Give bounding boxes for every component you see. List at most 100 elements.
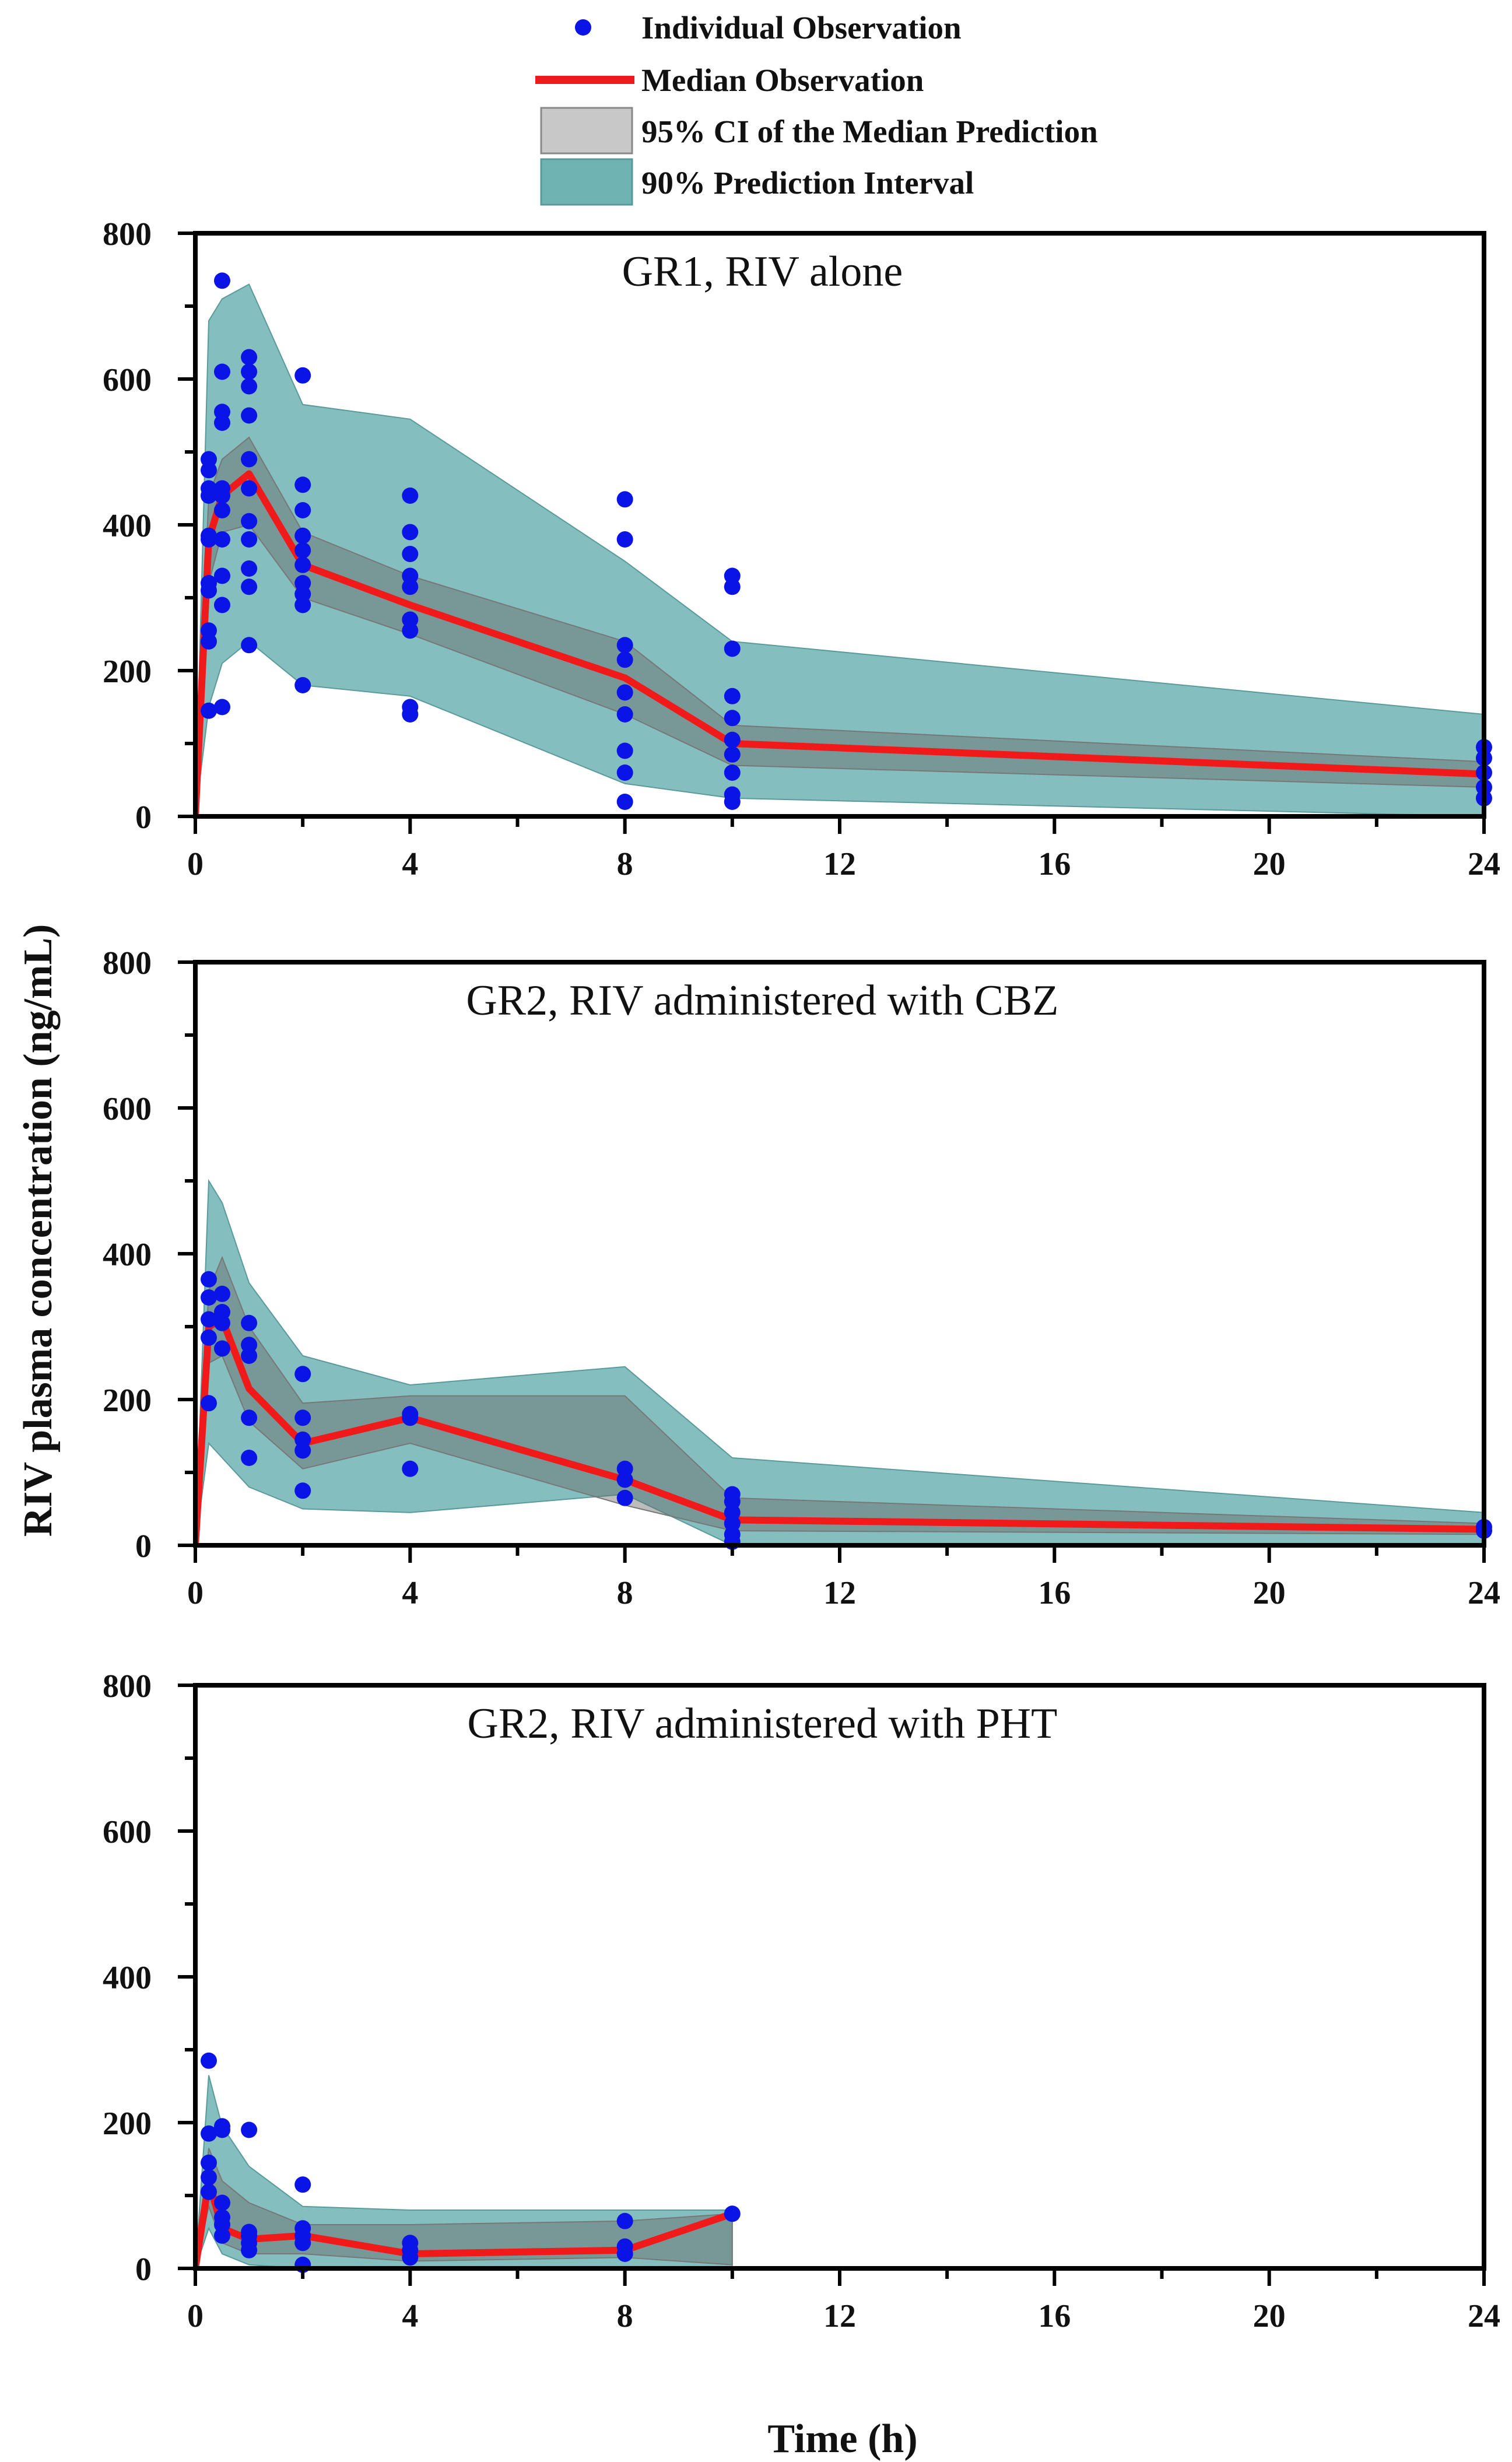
observation-point bbox=[214, 531, 230, 548]
observation-point bbox=[201, 702, 217, 719]
observation-point bbox=[616, 1489, 633, 1506]
pi90-band bbox=[195, 1179, 1484, 1545]
observations bbox=[201, 272, 1492, 810]
legend-pi90-box-icon bbox=[540, 158, 633, 206]
observation-point bbox=[616, 1460, 633, 1477]
panels: 0 4 8 12 16 20 24 0 200 400 600 800 GR1, RIV alone 0 4… bbox=[103, 216, 1500, 2334]
observation-point bbox=[616, 531, 633, 548]
observation-point bbox=[402, 546, 419, 562]
observation-point bbox=[294, 1431, 311, 1448]
observation-point bbox=[294, 527, 311, 544]
observation-point bbox=[294, 556, 311, 573]
observation-point bbox=[201, 2154, 217, 2171]
observation-point bbox=[201, 1311, 217, 1328]
x-tick-label: 8 bbox=[617, 2298, 633, 2334]
observation-point bbox=[201, 575, 217, 591]
y-tick-label: 800 bbox=[103, 216, 152, 252]
observation-point bbox=[241, 363, 258, 380]
observation-point bbox=[241, 578, 258, 595]
observation-point bbox=[201, 2125, 217, 2142]
observation-point bbox=[724, 746, 741, 763]
observation-point bbox=[214, 1340, 230, 1357]
x-tick-label: 12 bbox=[823, 846, 856, 882]
y-tick-label: 800 bbox=[103, 1668, 152, 1705]
observation-point bbox=[724, 786, 741, 803]
x-tick-label: 0 bbox=[187, 1575, 204, 1611]
observation-point bbox=[616, 637, 633, 654]
ci95-band bbox=[195, 1255, 1484, 1545]
x-tick-label: 24 bbox=[1468, 846, 1500, 882]
observation-point bbox=[294, 1409, 311, 1426]
y-tick-label: 0 bbox=[135, 1528, 152, 1565]
x-tick-label: 4 bbox=[402, 2298, 418, 2334]
observations bbox=[201, 2052, 741, 2273]
observation-point bbox=[201, 527, 217, 544]
y-axis-title: RIV plasma concentration (ng/mL) bbox=[16, 924, 61, 1537]
observation-point bbox=[241, 560, 258, 577]
observation-point bbox=[214, 1304, 230, 1320]
observation-point bbox=[241, 2121, 258, 2138]
observation-point bbox=[616, 491, 633, 508]
y-tick-label: 200 bbox=[103, 2106, 152, 2142]
y-tick-label: 800 bbox=[103, 945, 152, 981]
observation-point bbox=[724, 2205, 741, 2222]
panel-title: GR2, RIV administered with CBZ bbox=[466, 977, 1058, 1025]
observation-point bbox=[402, 1460, 419, 1477]
y-tick-label: 0 bbox=[135, 2251, 152, 2288]
y-tick-label: 200 bbox=[103, 654, 152, 690]
observation-point bbox=[201, 1271, 217, 1288]
observation-point bbox=[724, 731, 741, 748]
observation-point bbox=[241, 480, 258, 497]
x-tick-label: 4 bbox=[402, 846, 418, 882]
observations bbox=[201, 1271, 1492, 1550]
y-tick-label: 600 bbox=[103, 1814, 152, 1850]
y-tick-label: 600 bbox=[103, 1091, 152, 1127]
observation-point bbox=[201, 2183, 217, 2200]
observation-point bbox=[241, 1314, 258, 1331]
observation-point bbox=[214, 567, 230, 584]
observation-point bbox=[616, 742, 633, 759]
legend-observation-dot-icon bbox=[575, 19, 591, 36]
observation-point bbox=[616, 651, 633, 668]
observation-point bbox=[724, 640, 741, 657]
x-tick-label: 16 bbox=[1038, 2298, 1071, 2334]
observation-point bbox=[294, 367, 311, 384]
legend-ci95-box-icon bbox=[540, 107, 633, 155]
observation-point bbox=[294, 677, 311, 693]
x-tick-label: 20 bbox=[1253, 846, 1286, 882]
observation-point bbox=[201, 622, 217, 639]
x-tick-label: 16 bbox=[1038, 846, 1071, 882]
x-tick-label: 20 bbox=[1253, 1575, 1286, 1611]
observation-point bbox=[402, 1406, 419, 1422]
observation-point bbox=[241, 1409, 258, 1426]
observation-point bbox=[214, 2194, 230, 2211]
observation-point bbox=[241, 2223, 258, 2240]
x-axis-title: Time (h) bbox=[767, 2417, 917, 2461]
panel-title: GR1, RIV alone bbox=[622, 248, 903, 296]
observation-point bbox=[241, 378, 258, 395]
observation-point bbox=[294, 502, 311, 518]
observation-point bbox=[201, 451, 217, 468]
observation-point bbox=[241, 1450, 258, 1466]
observation-point bbox=[724, 764, 741, 781]
observation-point bbox=[402, 488, 419, 504]
x-tick-label: 8 bbox=[617, 1575, 633, 1611]
observation-point bbox=[616, 2238, 633, 2255]
y-tick-label: 400 bbox=[103, 1960, 152, 1996]
observation-point bbox=[214, 363, 230, 380]
observation-point bbox=[294, 575, 311, 591]
observation-point bbox=[214, 1285, 230, 1302]
panel-1: 0 4 8 12 16 20 24 0 200 400 600 800 GR1, RIV alone bbox=[103, 216, 1500, 882]
y-tick-label: 400 bbox=[103, 1237, 152, 1273]
observation-point bbox=[402, 567, 419, 584]
observation-point bbox=[616, 706, 633, 723]
observation-point bbox=[294, 1482, 311, 1499]
observation-point bbox=[724, 1486, 741, 1503]
observation-point bbox=[294, 476, 311, 493]
observation-point bbox=[616, 794, 633, 810]
observation-point bbox=[616, 684, 633, 701]
y-tick-label: 600 bbox=[103, 362, 152, 398]
observation-point bbox=[214, 597, 230, 613]
panel-2: 0 4 8 12 16 20 24 0 200 400 600 800 GR2, RIV adminis… bbox=[103, 945, 1500, 1611]
